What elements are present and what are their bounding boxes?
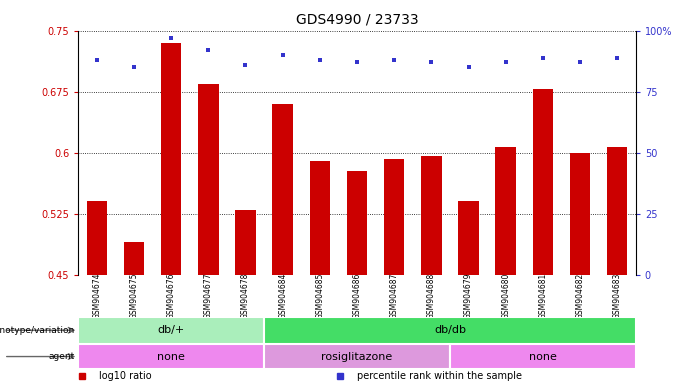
Text: GSM904675: GSM904675 (129, 272, 139, 319)
Bar (421, 156, 441, 275)
Text: GSM904679: GSM904679 (464, 272, 473, 319)
Text: none: none (529, 351, 557, 362)
Text: GSM904683: GSM904683 (613, 273, 622, 319)
Text: GSM904685: GSM904685 (316, 273, 324, 319)
Text: GSM904676: GSM904676 (167, 272, 175, 319)
Bar (78, 344, 264, 369)
Text: GSM904678: GSM904678 (241, 273, 250, 319)
Text: GSM904681: GSM904681 (539, 273, 547, 319)
Bar (198, 84, 218, 275)
Bar (384, 159, 405, 275)
Bar (264, 344, 450, 369)
Text: rosiglitazone: rosiglitazone (322, 351, 392, 362)
Bar (309, 161, 330, 275)
Bar (86, 201, 107, 275)
Bar (273, 104, 293, 275)
Text: GSM904682: GSM904682 (575, 273, 585, 319)
Text: GSM904688: GSM904688 (427, 273, 436, 319)
Bar (78, 317, 264, 344)
Text: none: none (157, 351, 185, 362)
Bar (532, 89, 553, 275)
Text: GSM904687: GSM904687 (390, 273, 398, 319)
Text: db/+: db/+ (158, 325, 185, 335)
Bar (347, 170, 367, 275)
Bar (161, 43, 182, 275)
Bar (264, 317, 636, 344)
Text: percentile rank within the sample: percentile rank within the sample (357, 371, 522, 381)
Bar (570, 153, 590, 275)
Text: GSM904674: GSM904674 (92, 272, 101, 319)
Text: GSM904677: GSM904677 (204, 272, 213, 319)
Bar (235, 210, 256, 275)
Text: agent: agent (48, 352, 75, 361)
Bar (607, 147, 628, 275)
Text: genotype/variation: genotype/variation (0, 326, 75, 335)
Bar (458, 201, 479, 275)
Text: GSM904684: GSM904684 (278, 273, 287, 319)
Text: log10 ratio: log10 ratio (99, 371, 151, 381)
Text: db/db: db/db (434, 325, 466, 335)
Bar (450, 344, 636, 369)
Title: GDS4990 / 23733: GDS4990 / 23733 (296, 13, 418, 27)
Bar (496, 147, 516, 275)
Bar (124, 242, 144, 275)
Text: GSM904686: GSM904686 (352, 273, 362, 319)
Text: GSM904680: GSM904680 (501, 273, 510, 319)
